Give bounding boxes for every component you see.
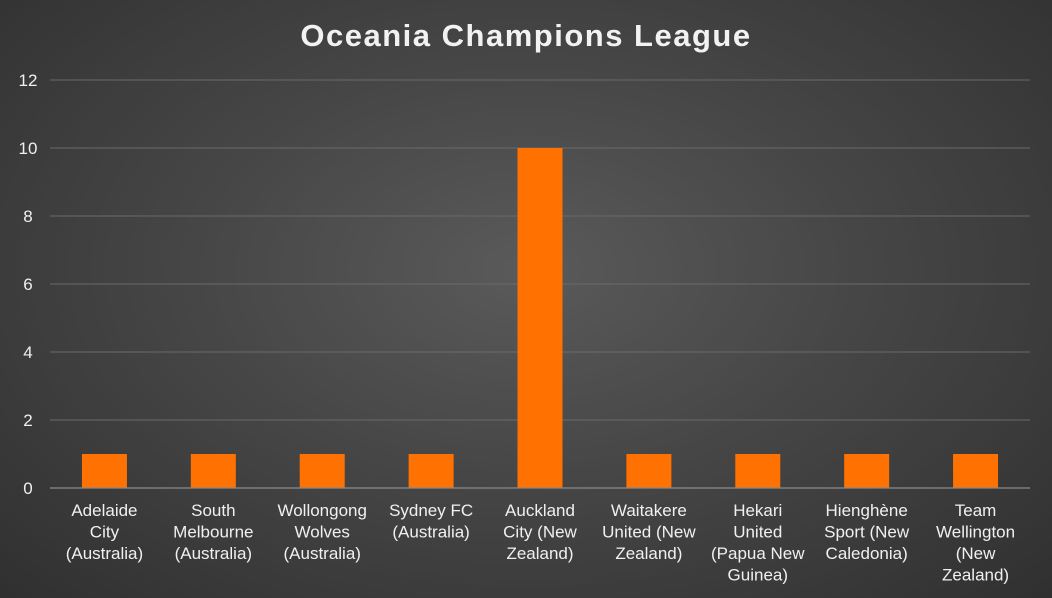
- x-tick-label-line: (Australia): [283, 544, 360, 563]
- x-tick-label: Hekari United (Papua New Guinea): [711, 501, 805, 585]
- bar: [626, 454, 672, 488]
- x-tick-label-line: Wollongong: [277, 501, 366, 520]
- x-tick-label: Waitakere United (New Zealand): [602, 501, 696, 563]
- x-tick-label: South Melbourne (Australia): [173, 501, 253, 563]
- y-tick-label: 10: [19, 139, 38, 158]
- x-tick-label-line: South: [191, 501, 235, 520]
- x-tick-label: Adelaide City (Australia): [66, 501, 143, 563]
- x-tick-label-line: City: [90, 523, 120, 542]
- bar: [953, 454, 999, 488]
- x-tick-label-line: (Australia): [392, 523, 469, 542]
- y-tick-label: 2: [23, 411, 32, 430]
- x-tick-label-line: Adelaide: [71, 501, 137, 520]
- x-tick-label-line: (New: [956, 544, 996, 563]
- x-tick-label-line: Zealand): [615, 544, 682, 563]
- y-tick-label: 8: [23, 207, 32, 226]
- x-tick-label-line: United (New: [602, 523, 696, 542]
- x-tick-label-line: Guinea): [728, 566, 788, 585]
- x-tick-label-line: Melbourne: [173, 523, 253, 542]
- x-tick-label-line: City (New: [503, 523, 577, 542]
- y-axis-tick-labels: 0 2 4 6 8 10 12: [19, 71, 38, 498]
- x-tick-label-line: Zealand): [506, 544, 573, 563]
- bar: [844, 454, 890, 488]
- bar: [81, 454, 127, 488]
- y-tick-label: 12: [19, 71, 38, 90]
- x-tick-label-line: Wellington: [936, 523, 1015, 542]
- x-tick-label-line: Auckland: [505, 501, 575, 520]
- x-tick-label: Auckland City (New Zealand): [503, 501, 577, 563]
- bar: [735, 454, 781, 488]
- x-tick-label-line: Zealand): [942, 566, 1009, 585]
- bar: [190, 454, 236, 488]
- x-tick-label-line: Hekari: [733, 501, 782, 520]
- x-tick-label-line: United: [733, 523, 782, 542]
- bar: [408, 454, 454, 488]
- x-axis-tick-labels: Adelaide City (Australia) South Melbourne (Au…: [66, 501, 1015, 585]
- y-tick-label: 0: [23, 479, 32, 498]
- x-tick-label-line: Hienghène: [826, 501, 908, 520]
- x-tick-label: Hienghène Sport (New Caledonia): [824, 501, 910, 563]
- x-tick-label-line: Sydney FC: [389, 501, 473, 520]
- x-tick-label: Team Wellington (New Zealand): [936, 501, 1015, 585]
- x-tick-label-line: Team: [955, 501, 997, 520]
- y-tick-label: 4: [23, 343, 32, 362]
- x-tick-label: Sydney FC (Australia): [389, 501, 473, 542]
- x-tick-label-line: Caledonia): [826, 544, 908, 563]
- x-tick-label-line: Sport (New: [824, 523, 910, 542]
- y-tick-label: 6: [23, 275, 32, 294]
- x-tick-label-line: (Australia): [175, 544, 252, 563]
- x-tick-label-line: (Papua New: [711, 544, 805, 563]
- x-tick-label: Wollongong Wolves (Australia): [277, 501, 366, 563]
- bars: [81, 148, 999, 488]
- chart-title: Oceania Champions League: [300, 18, 751, 53]
- x-tick-label-line: Wolves: [295, 523, 350, 542]
- x-tick-label-line: (Australia): [66, 544, 143, 563]
- bar: [517, 148, 563, 488]
- x-tick-label-line: Waitakere: [611, 501, 687, 520]
- bar: [299, 454, 345, 488]
